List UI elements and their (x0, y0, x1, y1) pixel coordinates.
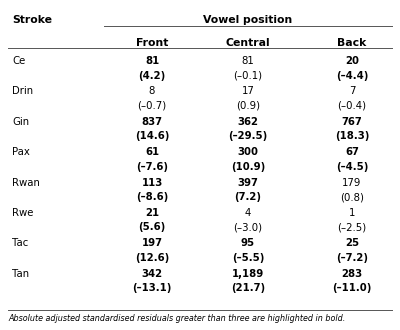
Text: 113: 113 (141, 178, 163, 187)
Text: (–4.5): (–4.5) (336, 162, 368, 172)
Text: 95: 95 (241, 238, 255, 248)
Text: (5.6): (5.6) (138, 222, 166, 232)
Text: Vowel position: Vowel position (203, 15, 293, 25)
Text: (–2.5): (–2.5) (337, 222, 367, 232)
Text: Rwan: Rwan (12, 178, 40, 187)
Text: 767: 767 (342, 117, 362, 127)
Text: 1: 1 (349, 208, 355, 218)
Text: Stroke: Stroke (12, 15, 52, 25)
Text: 179: 179 (342, 178, 362, 187)
Text: 397: 397 (238, 178, 258, 187)
Text: (–7.2): (–7.2) (336, 253, 368, 263)
Text: (–7.6): (–7.6) (136, 162, 168, 172)
Text: 61: 61 (145, 147, 159, 157)
Text: 300: 300 (238, 147, 258, 157)
Text: (18.3): (18.3) (335, 131, 369, 141)
Text: 197: 197 (142, 238, 162, 248)
Text: (–4.4): (–4.4) (336, 71, 368, 81)
Text: (12.6): (12.6) (135, 253, 169, 263)
Text: (–29.5): (–29.5) (228, 131, 268, 141)
Text: 67: 67 (345, 147, 359, 157)
Text: (14.6): (14.6) (135, 131, 169, 141)
Text: 362: 362 (238, 117, 258, 127)
Text: (21.7): (21.7) (231, 283, 265, 293)
Text: (–13.1): (–13.1) (132, 283, 172, 293)
Text: (–11.0): (–11.0) (332, 283, 372, 293)
Text: Front: Front (136, 38, 168, 48)
Text: (7.2): (7.2) (234, 192, 262, 202)
Text: 21: 21 (145, 208, 159, 218)
Text: 283: 283 (342, 269, 362, 279)
Text: 81: 81 (242, 56, 254, 66)
Text: Rwe: Rwe (12, 208, 33, 218)
Text: (–8.6): (–8.6) (136, 192, 168, 202)
Text: Central: Central (226, 38, 270, 48)
Text: 17: 17 (242, 86, 254, 96)
Text: 7: 7 (349, 86, 355, 96)
Text: 81: 81 (145, 56, 159, 66)
Text: Drin: Drin (12, 86, 33, 96)
Text: 1,189: 1,189 (232, 269, 264, 279)
Text: (–0.1): (–0.1) (234, 71, 262, 81)
Text: Absolute adjusted standardised residuals greater than three are highlighted in b: Absolute adjusted standardised residuals… (8, 314, 345, 323)
Text: 837: 837 (142, 117, 162, 127)
Text: 20: 20 (345, 56, 359, 66)
Text: (–3.0): (–3.0) (234, 222, 262, 232)
Text: 4: 4 (245, 208, 251, 218)
Text: Pax: Pax (12, 147, 30, 157)
Text: Ce: Ce (12, 56, 25, 66)
Text: Tac: Tac (12, 238, 28, 248)
Text: 8: 8 (149, 86, 155, 96)
Text: Gin: Gin (12, 117, 29, 127)
Text: (–0.4): (–0.4) (338, 101, 366, 111)
Text: Back: Back (337, 38, 367, 48)
Text: (10.9): (10.9) (231, 162, 265, 172)
Text: (0.8): (0.8) (340, 192, 364, 202)
Text: (4.2): (4.2) (138, 71, 166, 81)
Text: (–5.5): (–5.5) (232, 253, 264, 263)
Text: 25: 25 (345, 238, 359, 248)
Text: 342: 342 (142, 269, 162, 279)
Text: (0.9): (0.9) (236, 101, 260, 111)
Text: (–0.7): (–0.7) (137, 101, 167, 111)
Text: Tan: Tan (12, 269, 29, 279)
